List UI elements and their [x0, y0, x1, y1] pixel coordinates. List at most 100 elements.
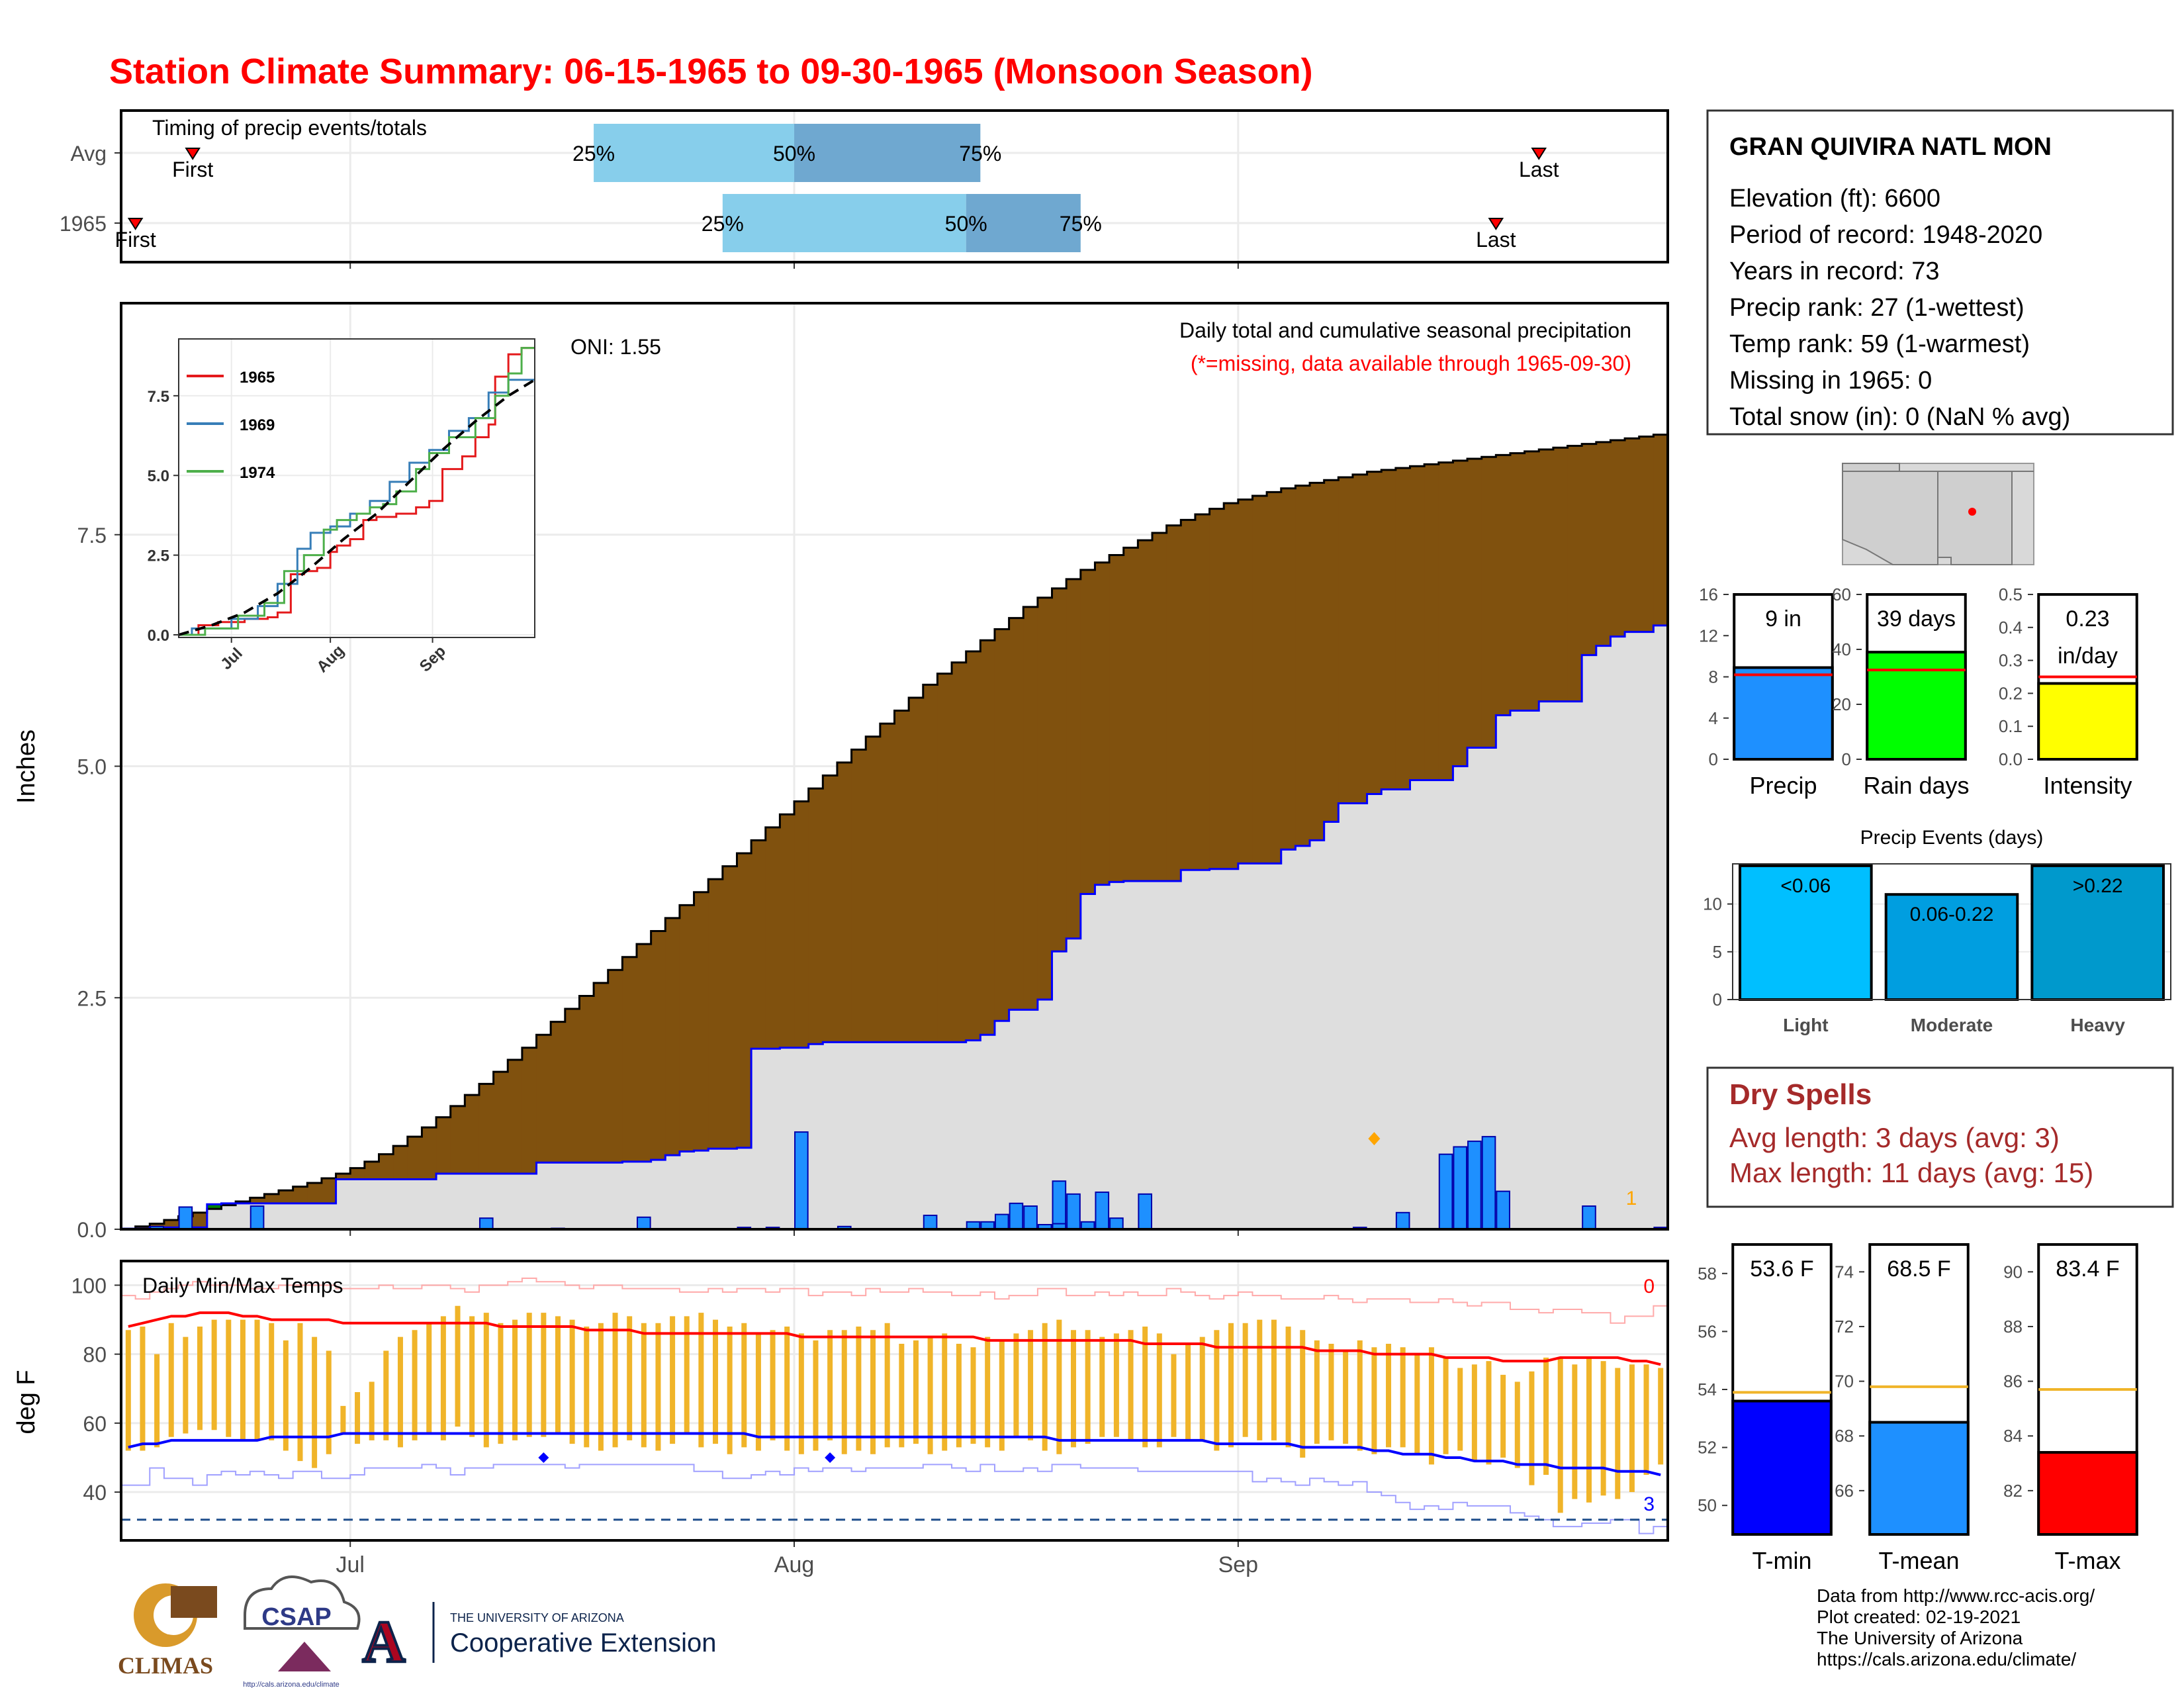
station-info-line: Elevation (ft): 6600 — [1729, 185, 1940, 212]
missing-count: 1 — [1626, 1188, 1637, 1209]
value-bar — [2037, 1451, 2138, 1536]
dry-spells-avg: Avg length: 3 days (avg: 3) — [1729, 1122, 2060, 1153]
y-tick-label: 2.5 — [77, 986, 107, 1010]
y-tick-label: 86 — [2003, 1372, 2023, 1391]
y-tick-label: 70 — [1835, 1372, 1854, 1391]
temperature-bar-charts: 53.6 F 50 52 54 56 58 T-min 68.5 F 66 68 70 72 74 T-m… — [1698, 1243, 2138, 1574]
deficit-area — [722, 866, 738, 1149]
quartile-bar-50-75 — [966, 194, 1081, 252]
deficit-area — [1166, 525, 1181, 881]
y-tick-label: 88 — [2003, 1317, 2023, 1336]
station-name: GRAN QUIVIRA NATL MON — [1729, 133, 2052, 161]
deficit-area — [150, 1223, 165, 1228]
inset-y-tick-label: 0.0 — [148, 627, 169, 645]
deficit-area — [594, 982, 609, 1163]
deficit-area — [508, 1059, 523, 1174]
value-bar — [2037, 682, 2138, 761]
quartile-label: 25% — [572, 142, 615, 165]
station-info-line: Period of record: 1948-2020 — [1729, 221, 2042, 249]
y-tick-label: 0.0 — [77, 1218, 107, 1242]
deficit-area — [808, 788, 823, 1045]
first-label: First — [172, 158, 213, 181]
deficit-area — [1181, 520, 1196, 870]
first-marker — [185, 148, 201, 160]
chart-title: Daily total and cumulative seasonal prec… — [1179, 318, 1631, 342]
deficit-area — [708, 879, 723, 1149]
quartile-label: 50% — [945, 212, 987, 236]
legend-label: 1974 — [240, 464, 275, 482]
y-tick-label: 0 — [1842, 749, 1851, 769]
events-title: Precip Events (days) — [1860, 827, 2044, 849]
bar-value-label: 53.6 F — [1750, 1256, 1813, 1282]
deficit-area — [1596, 442, 1612, 646]
deficit-area — [1367, 471, 1382, 794]
y-tick-label: 84 — [2003, 1426, 2023, 1446]
deficit-area — [1496, 455, 1511, 716]
value-bar — [1868, 1421, 1970, 1536]
deficit-area — [279, 1190, 294, 1203]
quartile-bar-25-50 — [594, 124, 795, 182]
dry-spells-frame — [1706, 1066, 2174, 1208]
daily-precip-bar — [1496, 1190, 1510, 1230]
inset-average-line — [178, 379, 536, 636]
deficit-area — [1453, 460, 1468, 767]
deficit-area — [293, 1186, 308, 1203]
bar-value-label: 9 in — [1765, 606, 1801, 632]
summary-bar-charts: 9 in 0 4 8 12 16 Precip 39 days 0 20 40 60 Rain days… — [1699, 585, 2138, 799]
surplus-area — [206, 1204, 222, 1209]
station-box-frame — [1706, 109, 2174, 436]
deficit-area — [522, 1047, 537, 1174]
deficit-area — [679, 905, 695, 1152]
y-tick-label: 82 — [2003, 1481, 2023, 1501]
deficit-area — [1539, 449, 1554, 702]
deficit-area — [1009, 618, 1024, 1010]
bar-value-label: in/day — [2058, 643, 2118, 669]
deficit-area — [880, 724, 895, 1043]
deficit-area — [1639, 436, 1654, 632]
deficit-area — [1424, 464, 1439, 780]
x-tick-label: Aug — [774, 1552, 815, 1577]
arizona-shape — [1842, 463, 1938, 565]
csap-logo-text: CSAP — [261, 1603, 332, 1631]
deficit-area — [350, 1168, 365, 1180]
bar-value-label: 83.4 F — [2056, 1256, 2119, 1282]
daily-precip-bar — [1467, 1141, 1482, 1230]
plot-frame — [120, 302, 1669, 1231]
cumulative-precip-chart: 1 Daily total and cumulative seasonal pre… — [13, 302, 1669, 1242]
deficit-area — [1524, 451, 1539, 711]
record-low-line — [121, 1464, 1668, 1534]
footer-line: The University of Arizona — [1817, 1628, 2023, 1648]
figure-title: Station Climate Summary: 06-15-1965 to 0… — [109, 52, 1313, 91]
ua-large-text: Cooperative Extension — [450, 1628, 716, 1658]
daily-precip-bar — [1481, 1136, 1496, 1230]
deficit-area — [937, 673, 952, 1043]
deficit-area — [1610, 440, 1625, 637]
y-tick-label: 54 — [1698, 1380, 1717, 1399]
record-low-marker — [825, 1452, 836, 1463]
y-tick-label: 68 — [1835, 1426, 1854, 1446]
bar-category-label: T-min — [1752, 1547, 1812, 1574]
deficit-area — [250, 1197, 265, 1203]
y-tick-label: 90 — [2003, 1262, 2023, 1282]
daily-precip-bar — [637, 1216, 651, 1230]
plot-frame — [120, 1260, 1669, 1542]
precip-events-chart: <0.06 Light 0.06-0.22 Moderate >0.22 Heavy 0 5 1… — [1703, 827, 2171, 1035]
y-tick-label: 74 — [1835, 1262, 1854, 1282]
event-bar — [1739, 864, 1873, 1001]
deficit-area — [1410, 466, 1425, 780]
events-frame — [1732, 863, 2171, 1000]
footer-credits: Data from http://www.rcc-acis.org/ Plot … — [1817, 1585, 2095, 1670]
y-tick-label: 7.5 — [77, 524, 107, 547]
last-marker — [1531, 148, 1547, 160]
deficit-area — [422, 1127, 437, 1180]
deficit-area — [1281, 488, 1296, 850]
daily-precip-bar — [1438, 1153, 1453, 1231]
record-low-marker — [538, 1452, 549, 1463]
event-bar-label: <0.06 — [1780, 875, 1831, 897]
deficit-area — [923, 684, 938, 1043]
average-cumulative-line — [121, 434, 1668, 1231]
deficit-area — [1023, 606, 1038, 1010]
footer-line: Plot created: 02-19-2021 — [1817, 1607, 2021, 1627]
csap-mountain-icon — [278, 1642, 331, 1671]
csap-url-text: http://cals.arizona.edu/climate — [243, 1681, 340, 1688]
